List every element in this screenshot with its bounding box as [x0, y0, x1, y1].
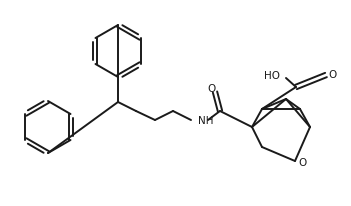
Text: HO: HO [264, 71, 280, 81]
Text: O: O [298, 157, 306, 167]
Text: O: O [328, 70, 336, 80]
Text: NH: NH [198, 115, 213, 125]
Text: O: O [208, 84, 216, 94]
